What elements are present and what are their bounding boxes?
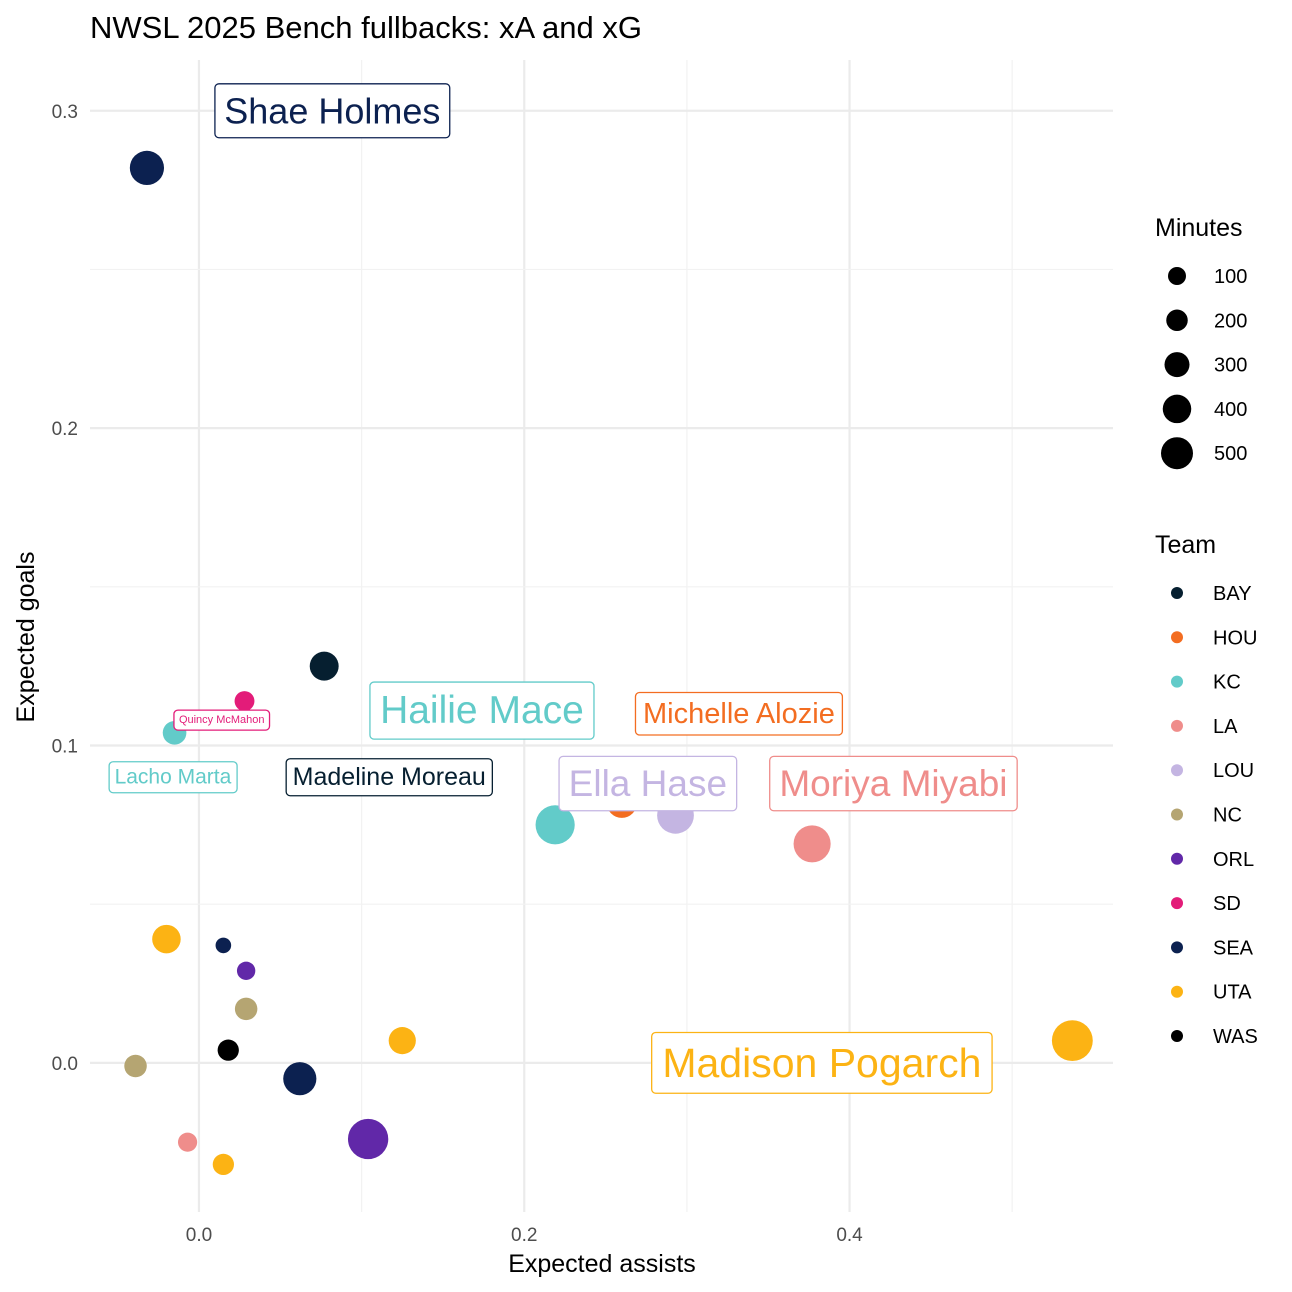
team-legend-key-nc — [1171, 808, 1183, 821]
label-box — [558, 755, 738, 812]
y-tick-label: 0.3 — [52, 102, 78, 123]
team-legend: Team BAY HOU KC LA LOU NC ORL SD SEA UTA WAS — [1155, 531, 1258, 1048]
label-text: Quincy McMahon — [179, 714, 265, 726]
team-legend-key-was — [1171, 1030, 1183, 1042]
x-axis-title: Expected assists — [508, 1250, 696, 1278]
label-text: Ella Hase — [569, 763, 727, 804]
chart-title: NWSL 2025 Bench fullbacks: xA and xG — [90, 10, 642, 45]
minutes-legend: Minutes 100 200 300 400 500 — [1155, 214, 1247, 470]
minutes-legend-label: 200 — [1214, 310, 1247, 332]
point-sea — [283, 1062, 317, 1096]
minutes-legend-key — [1161, 437, 1193, 470]
y-tick-label: 0.1 — [52, 736, 78, 757]
player-label: Madeline Moreau — [285, 758, 493, 797]
player-labels: Shae Holmes Hailie Mace Michelle Alozie Qui… — [108, 83, 1018, 1094]
point-uta — [1051, 1020, 1093, 1062]
team-legend-label: BAY — [1213, 583, 1252, 605]
minutes-legend-label: 300 — [1214, 355, 1247, 377]
team-legend-label: LOU — [1213, 760, 1254, 782]
data-points — [124, 150, 1093, 1176]
team-legend-label: ORL — [1213, 849, 1254, 871]
minutes-legend-title: Minutes — [1155, 214, 1243, 242]
player-label: Madison Pogarch — [651, 1031, 993, 1094]
team-legend-key-la — [1171, 719, 1183, 732]
label-box — [634, 691, 844, 736]
minutes-legend-key — [1166, 309, 1188, 332]
x-tick-label: 0.4 — [836, 1225, 863, 1246]
team-legend-label: LA — [1213, 716, 1238, 738]
point-bay — [309, 651, 339, 681]
minutes-legend-key — [1164, 352, 1190, 378]
point-la — [178, 1132, 198, 1152]
team-legend-label: SD — [1213, 893, 1241, 915]
point-kc — [535, 805, 575, 845]
label-text: Madison Pogarch — [662, 1040, 981, 1086]
y-tick-label: 0.2 — [52, 419, 78, 440]
player-label: Ella Hase — [558, 755, 738, 812]
point-sd — [234, 691, 255, 712]
team-legend-key-lou — [1171, 764, 1183, 777]
team-legend-title: Team — [1155, 531, 1216, 559]
label-text: Shae Holmes — [224, 90, 440, 131]
point-uta — [388, 1027, 416, 1055]
minutes-legend-label: 100 — [1214, 266, 1247, 288]
minutes-legend-label: 500 — [1214, 443, 1247, 465]
minutes-legend-key — [1168, 267, 1186, 285]
x-tick-label: 0.0 — [186, 1225, 212, 1246]
point-nc — [124, 1054, 147, 1078]
team-legend-label: NC — [1213, 805, 1242, 827]
team-legend-label: UTA — [1213, 982, 1252, 1004]
player-label: Quincy McMahon — [173, 709, 271, 731]
point-sea — [129, 150, 165, 186]
team-legend-key-bay — [1171, 587, 1183, 599]
label-box — [369, 681, 595, 740]
point-orl — [236, 961, 256, 980]
x-tick-label: 0.2 — [511, 1225, 537, 1246]
y-tick-label: 0.0 — [52, 1054, 78, 1075]
grid — [90, 60, 1113, 1212]
team-legend-label: WAS — [1213, 1026, 1258, 1048]
player-label: Shae Holmes — [214, 83, 451, 139]
label-box — [108, 761, 238, 794]
label-box — [285, 758, 493, 797]
label-box — [214, 83, 451, 139]
label-text: Lacho Marta — [115, 766, 232, 789]
point-nc — [234, 997, 258, 1021]
point-uta — [152, 924, 181, 954]
point-sea — [215, 937, 232, 954]
label-text: Madeline Moreau — [293, 763, 486, 791]
axis-ticks: 0.0 0.2 0.4 0.0 0.1 0.2 0.3 — [52, 102, 864, 1246]
team-legend-key-hou — [1171, 631, 1183, 644]
point-was — [217, 1039, 239, 1061]
y-axis-title: Expected goals — [12, 552, 40, 723]
point-uta — [212, 1153, 234, 1176]
minutes-legend-label: 400 — [1214, 399, 1247, 421]
team-legend-key-orl — [1171, 852, 1183, 865]
label-box — [651, 1031, 993, 1094]
label-text: Moriya Miyabi — [779, 763, 1007, 804]
point-la — [793, 825, 831, 863]
label-box — [769, 755, 1018, 812]
label-text: Hailie Mace — [380, 689, 584, 732]
team-legend-key-sd — [1171, 897, 1183, 910]
player-label: Michelle Alozie — [634, 691, 844, 736]
label-box — [173, 709, 271, 731]
point-orl — [347, 1118, 389, 1160]
team-legend-key-sea — [1171, 941, 1183, 954]
team-legend-label: KC — [1213, 672, 1241, 694]
team-legend-key-uta — [1171, 985, 1183, 998]
player-label: Moriya Miyabi — [769, 755, 1018, 812]
player-label: Lacho Marta — [108, 761, 238, 794]
label-text: Michelle Alozie — [643, 698, 835, 730]
team-legend-label: SEA — [1213, 937, 1254, 959]
player-label: Hailie Mace — [369, 681, 595, 740]
team-legend-key-kc — [1171, 675, 1183, 688]
minutes-legend-key — [1162, 394, 1192, 424]
team-legend-label: HOU — [1213, 627, 1257, 649]
